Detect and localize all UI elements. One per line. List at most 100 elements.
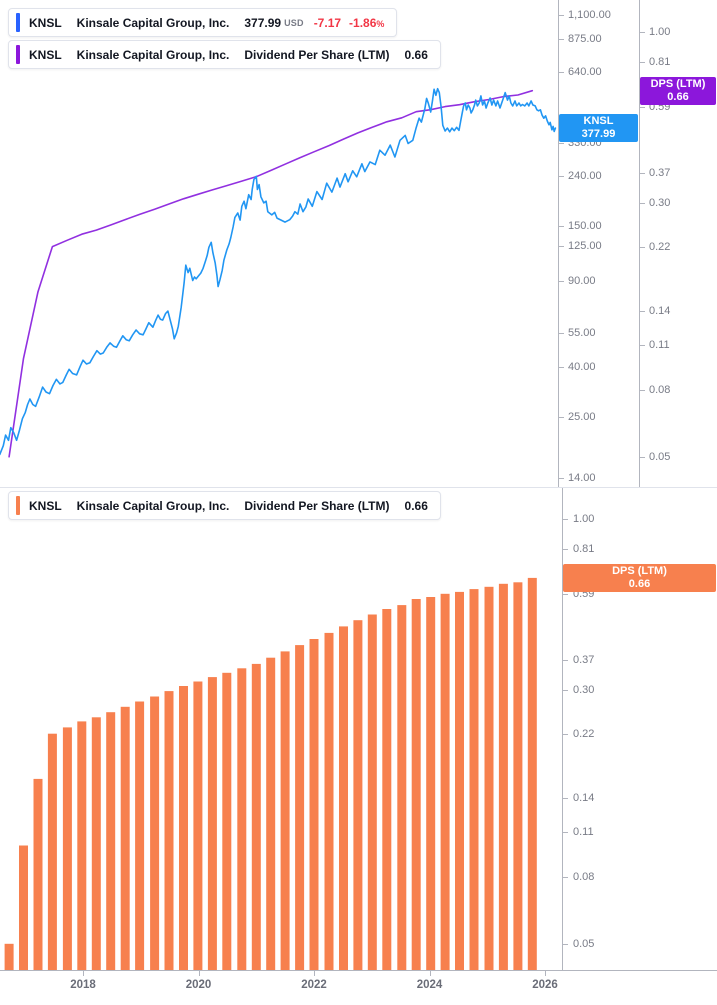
dps-bar bbox=[237, 668, 247, 970]
dps-bar bbox=[440, 593, 450, 970]
dps-bar bbox=[455, 591, 464, 970]
dps-tick: 0.05 bbox=[573, 937, 595, 950]
dps-series-color-bar bbox=[16, 45, 20, 64]
dps-bar bbox=[106, 712, 116, 970]
dps-bar bbox=[498, 583, 508, 970]
dps-bar bbox=[280, 651, 290, 970]
dps-tick: 0.11 bbox=[649, 338, 670, 351]
price-tick-mark bbox=[559, 366, 564, 368]
dps-bar bbox=[382, 609, 392, 970]
dps-ltm-line-series[interactable] bbox=[8, 89, 534, 458]
price-tick: 90.00 bbox=[568, 274, 596, 287]
price-tick-mark bbox=[559, 38, 564, 40]
dps-bar bbox=[266, 657, 276, 970]
price-tick-mark bbox=[559, 176, 564, 178]
dps-bar bbox=[19, 845, 28, 970]
year-tick-mark bbox=[314, 971, 315, 976]
dps-bar bbox=[339, 626, 348, 970]
dps-label-value: 0.66 bbox=[628, 577, 651, 590]
price-axis-value-label: KNSL 377.99 bbox=[559, 113, 638, 142]
legend-price-series[interactable]: KNSL Kinsale Capital Group, Inc. 377.99 … bbox=[8, 8, 398, 37]
company-name: Kinsale Capital Group, Inc. bbox=[76, 498, 230, 513]
year-tick-mark bbox=[198, 971, 200, 976]
dps-tick-mark bbox=[640, 246, 645, 248]
dps-bar bbox=[251, 663, 261, 970]
dps-label-value: 0.66 bbox=[667, 91, 689, 104]
dps-bar bbox=[4, 943, 14, 970]
year-tick-mark bbox=[545, 971, 546, 976]
dps-bar bbox=[426, 597, 436, 970]
dps-tick: 0.11 bbox=[573, 825, 594, 838]
dps-bar bbox=[411, 599, 421, 970]
price-scale-border[interactable] bbox=[558, 0, 559, 488]
dps-bar bbox=[135, 701, 145, 970]
dps-tick: 0.08 bbox=[649, 384, 671, 397]
price-label-value: 377.99 bbox=[581, 127, 616, 140]
time-axis-border[interactable] bbox=[0, 970, 717, 971]
metric-value: 0.66 bbox=[404, 47, 428, 62]
panel-separator[interactable] bbox=[0, 487, 717, 488]
currency-code: USD bbox=[284, 17, 304, 28]
dps-bar bbox=[367, 614, 377, 970]
company-name: Kinsale Capital Group, Inc. bbox=[76, 47, 230, 62]
price-tick-mark bbox=[559, 14, 564, 16]
price-tick: 40.00 bbox=[568, 360, 596, 373]
ticker-symbol: KNSL bbox=[29, 498, 62, 513]
dps-scale-border-bottom[interactable] bbox=[562, 488, 563, 970]
dps-tick: 1.00 bbox=[649, 25, 671, 38]
dps-label-title: DPS (LTM) bbox=[612, 564, 667, 577]
price-tick-mark bbox=[559, 245, 564, 247]
metric-name: Dividend Per Share (LTM) bbox=[244, 498, 390, 513]
dps-label-title: DPS (LTM) bbox=[650, 78, 706, 91]
dps-bar-series-color-bar bbox=[16, 496, 20, 515]
dps-bar-series[interactable] bbox=[4, 577, 537, 970]
dps-tick: 0.37 bbox=[649, 166, 671, 179]
dps-tick: 0.37 bbox=[573, 653, 595, 666]
dps-bar bbox=[513, 582, 523, 970]
price-tick-mark bbox=[559, 280, 564, 282]
dps-tick: 0.14 bbox=[573, 791, 595, 804]
dps-bar bbox=[527, 577, 537, 970]
year-tick-mark bbox=[429, 971, 431, 976]
year-label: 2026 bbox=[532, 979, 558, 991]
dps-tick: 0.30 bbox=[649, 196, 671, 209]
dps-tick-mark bbox=[563, 659, 568, 661]
metric-name: Dividend Per Share (LTM) bbox=[244, 47, 390, 62]
price-tick: 1,100.00 bbox=[568, 8, 611, 21]
price-tick-mark bbox=[559, 142, 564, 144]
dps-bar bbox=[179, 686, 188, 970]
price-change-percent: -1.86% bbox=[349, 15, 385, 30]
year-tick-mark bbox=[83, 971, 84, 976]
legend-dps-bar-series[interactable]: KNSL Kinsale Capital Group, Inc. Dividen… bbox=[8, 491, 441, 520]
company-name: Kinsale Capital Group, Inc. bbox=[76, 15, 230, 30]
dps-tick-mark bbox=[563, 831, 568, 833]
price-tick-mark bbox=[559, 226, 564, 228]
metric-value: 0.66 bbox=[404, 498, 428, 513]
price-change: -7.17 bbox=[313, 15, 342, 30]
dps-tick: 0.22 bbox=[573, 727, 595, 740]
dps-bar bbox=[324, 632, 334, 970]
dps-bar bbox=[207, 677, 217, 970]
dps-tick: 0.05 bbox=[649, 450, 671, 463]
dps-tick-mark bbox=[563, 689, 568, 691]
year-label: 2024 bbox=[416, 979, 443, 991]
dps-bar bbox=[150, 696, 160, 970]
dps-axis-value-label-bottom: DPS (LTM) 0.66 bbox=[563, 563, 716, 592]
price-tick-mark bbox=[559, 332, 564, 334]
dps-bar bbox=[62, 727, 72, 970]
dps-scale-border-top[interactable] bbox=[639, 0, 640, 488]
price-tick: 150.00 bbox=[568, 220, 602, 233]
dps-bar bbox=[91, 717, 101, 970]
dps-axis-value-label-top: DPS (LTM) 0.66 bbox=[640, 77, 716, 106]
dps-tick-mark bbox=[563, 519, 568, 520]
legend-dps-overlay-series[interactable]: KNSL Kinsale Capital Group, Inc. Dividen… bbox=[8, 40, 441, 69]
price-line-series[interactable] bbox=[0, 87, 557, 456]
dps-tick-mark bbox=[640, 390, 645, 392]
dps-tick-mark bbox=[563, 733, 568, 735]
ticker-symbol: KNSL bbox=[29, 15, 62, 30]
year-label: 2020 bbox=[185, 979, 212, 991]
ticker-symbol: KNSL bbox=[29, 47, 62, 62]
price-series-color-bar bbox=[16, 13, 20, 32]
dps-bar bbox=[469, 589, 479, 970]
dps-bar bbox=[120, 706, 130, 970]
